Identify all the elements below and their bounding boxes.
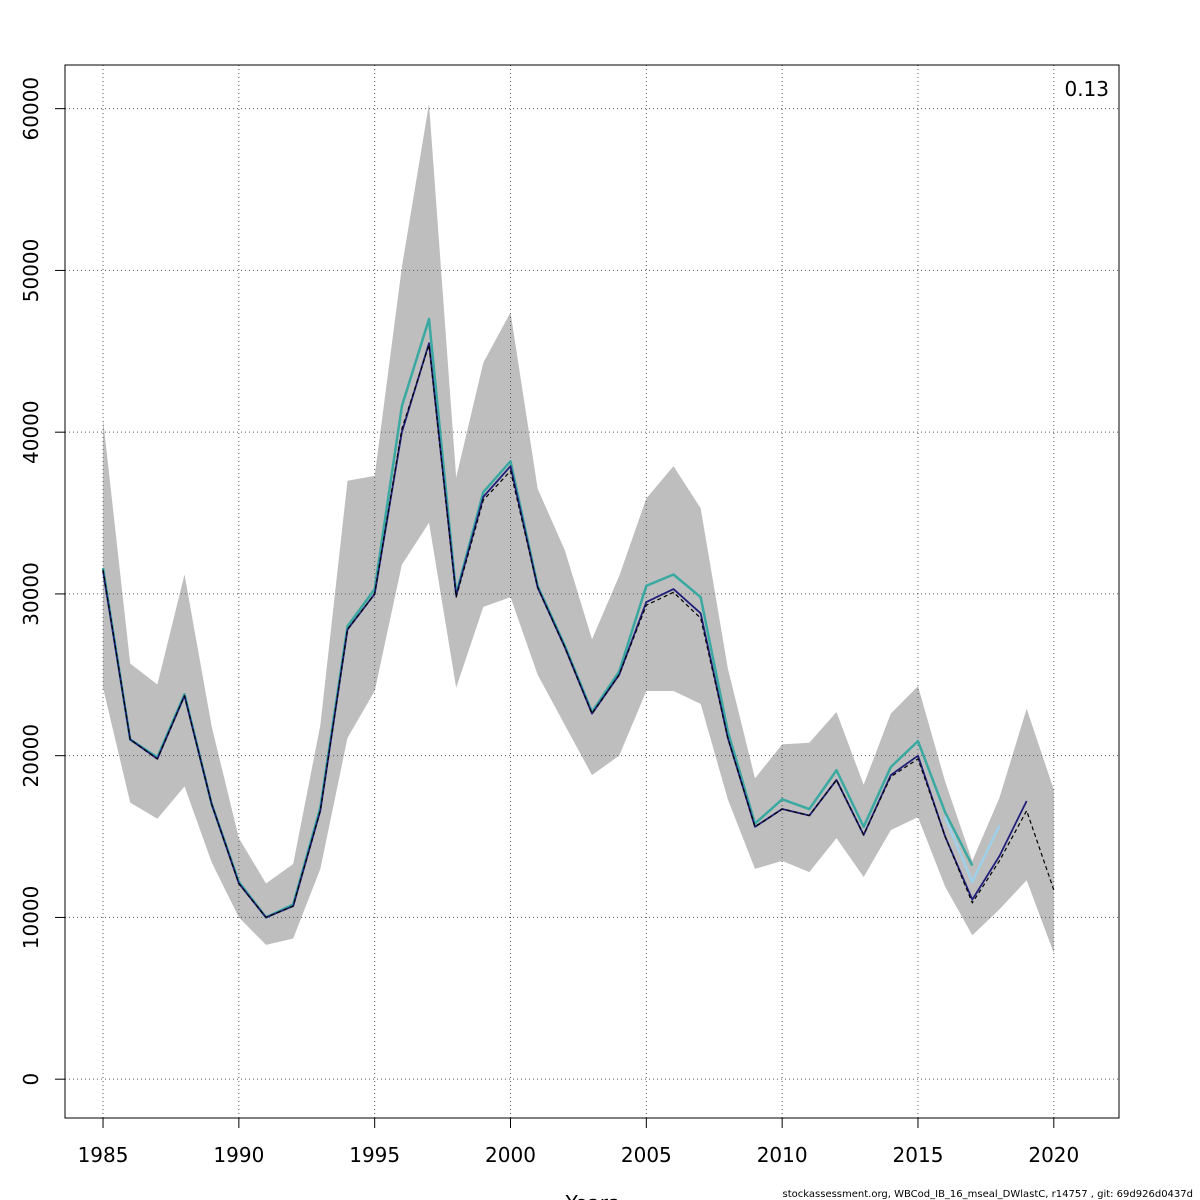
x-tick-label: 1990	[213, 1143, 264, 1167]
y-tick-label: 40000	[19, 400, 43, 464]
x-tick-label: 2010	[757, 1143, 808, 1167]
series-line-black	[102, 344, 1055, 919]
y-tick-label: 60000	[19, 77, 43, 141]
grid-layer	[65, 65, 1119, 1118]
series-layer	[101, 317, 1055, 919]
footer-source-text: stockassessment.org, WBCod_IB_16_mseal_D…	[783, 1189, 1193, 1200]
y-tick-label: 0	[19, 1073, 43, 1086]
y-tick-label: 20000	[19, 724, 43, 788]
x-axis-title: Years	[565, 1191, 619, 1200]
plot-frame	[64, 64, 1120, 1119]
x-tick-label: 2000	[485, 1143, 536, 1167]
x-tick-label: 2005	[621, 1143, 672, 1167]
y-tick-label: 30000	[19, 562, 43, 626]
x-tick-label: 1985	[78, 1143, 129, 1167]
y-tick-label: 50000	[19, 239, 43, 303]
x-tick-label: 2015	[893, 1143, 944, 1167]
y-tick-label: 10000	[19, 886, 43, 950]
series-line-light	[943, 816, 1001, 884]
axis-layer: 1985 1990 1995 2000 2005 2010 2015 2020 0 10000 20…	[19, 77, 1079, 1167]
confidence-band-layer	[103, 103, 1054, 954]
corner-annotation: 0.13	[1064, 77, 1109, 101]
confidence-band	[103, 103, 1054, 954]
x-tick-label: 1995	[349, 1143, 400, 1167]
x-tick-label: 2020	[1028, 1143, 1079, 1167]
